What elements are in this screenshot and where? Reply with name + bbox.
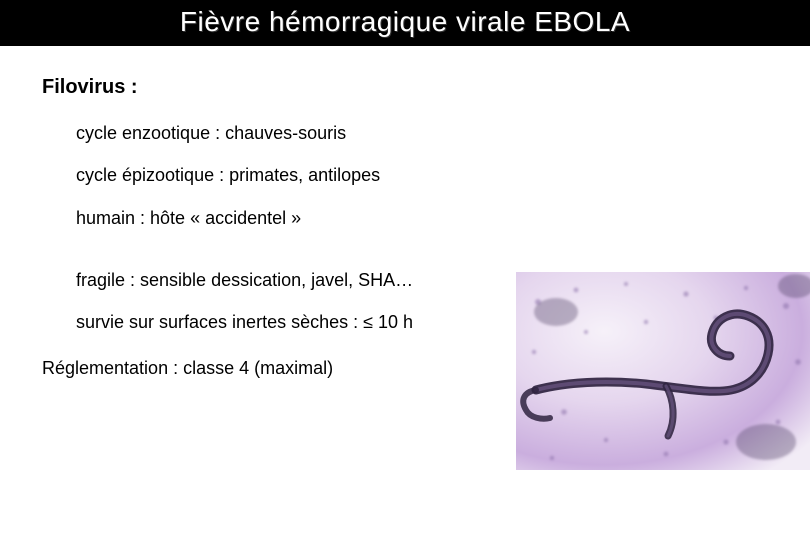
section-heading: Filovirus :: [42, 76, 768, 99]
title-bar: Fièvre hémorragique virale EBOLA: [0, 0, 810, 46]
ebola-micrograph-image: [516, 272, 810, 470]
list-item: humain : hôte « accidentel »: [76, 206, 768, 230]
virus-illustration-icon: [516, 272, 810, 470]
list-item: cycle épizootique : primates, antilopes: [76, 163, 768, 187]
slide-title: Fièvre hémorragique virale EBOLA: [0, 6, 810, 38]
spacer: [76, 248, 768, 268]
list-item: cycle enzootique : chauves-souris: [76, 121, 768, 145]
